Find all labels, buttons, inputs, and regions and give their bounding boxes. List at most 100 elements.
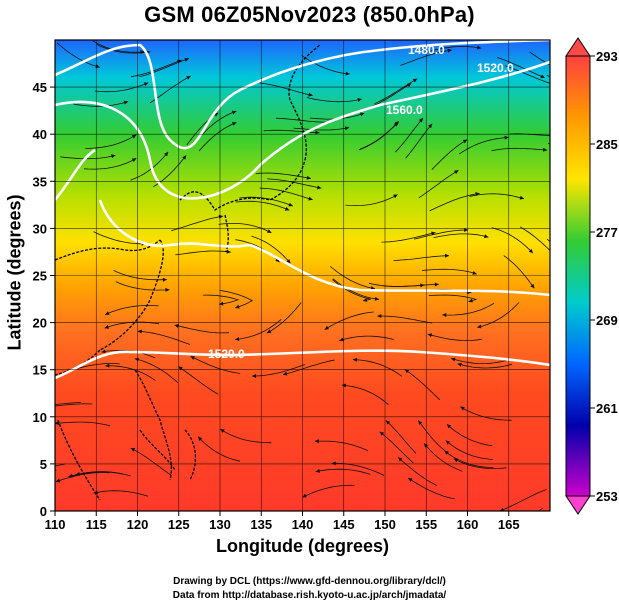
streamline-arrowhead: [101, 349, 106, 354]
streamline: [417, 420, 449, 454]
streamline-arrowhead: [404, 369, 410, 374]
streamline-arrowhead: [427, 333, 433, 338]
streamline: [459, 137, 509, 155]
streamline: [519, 226, 550, 251]
x-tick-label: 115: [86, 517, 107, 532]
streamline-arrowhead: [428, 123, 433, 129]
streamline-arrowhead: [345, 71, 350, 76]
colorbar-bottom-arrow: [565, 495, 591, 515]
streamline: [428, 294, 478, 303]
streamline: [105, 365, 156, 381]
y-tick-label: 35: [33, 174, 47, 189]
streamline: [367, 82, 412, 109]
streamline: [431, 139, 468, 170]
streamline: [377, 315, 433, 324]
x-tick-label: 145: [333, 517, 355, 532]
streamline: [83, 157, 137, 170]
streamline-arrowhead: [267, 229, 272, 233]
streamline-arrowhead: [504, 135, 509, 140]
streamline: [395, 117, 424, 153]
streamline: [429, 193, 480, 212]
contour-label: 1520.0: [477, 61, 514, 75]
streamline: [96, 44, 151, 54]
streamline: [332, 279, 371, 302]
colorbar-tick-label: 277: [596, 225, 618, 240]
streamline: [190, 355, 241, 374]
contour-label: 1520.0: [208, 347, 245, 361]
streamline: [529, 51, 550, 66]
streamline-arrowhead: [105, 311, 110, 315]
streamline-arrowhead: [198, 436, 203, 441]
streamline-arrowhead: [75, 471, 81, 476]
streamline-arrowhead: [162, 277, 167, 282]
streamline-arrowhead: [111, 154, 116, 159]
streamline: [60, 154, 116, 160]
streamline-arrowhead: [266, 329, 272, 334]
streamline: [130, 447, 172, 476]
streamline-arrowhead: [143, 82, 149, 87]
streamline: [302, 484, 355, 498]
streamline-arrowhead: [431, 231, 436, 236]
streamline-arrowhead: [393, 194, 398, 199]
streamline-arrowhead: [317, 185, 322, 190]
streamline-arrowhead: [408, 477, 413, 482]
credit-drawing: Drawing by DCL (https://www.gfd-dennou.o…: [173, 576, 446, 587]
streamline-arrowhead: [468, 298, 473, 303]
streamline: [509, 133, 550, 137]
streamline: [352, 359, 403, 377]
streamline-arrowhead: [131, 158, 137, 162]
streamline: [444, 450, 494, 468]
colorbar-tick-label: 269: [596, 313, 618, 328]
streamline-arrowhead: [324, 325, 330, 330]
streamline: [450, 358, 506, 365]
streamline: [491, 227, 534, 254]
contour-label: 1480.0: [408, 43, 445, 57]
streamline-arrowhead: [412, 78, 418, 83]
streamline: [404, 369, 441, 401]
coastlines: [55, 44, 321, 501]
streamline-arrowhead: [25, 404, 29, 408]
streamline: [235, 200, 290, 211]
streamline-arrowhead: [123, 100, 129, 105]
streamline-arrowhead: [377, 314, 382, 319]
streamline-arrowhead: [398, 457, 403, 462]
streamline: [75, 471, 131, 477]
streamline-arrowhead: [352, 357, 357, 362]
streamline-arrowhead: [314, 439, 319, 444]
streamline-arrowhead: [477, 324, 482, 329]
streamline-arrowhead: [306, 175, 311, 180]
streamline: [499, 489, 547, 511]
streamline: [426, 45, 482, 53]
x-tick-label: 150: [374, 517, 396, 532]
streamline-arrowhead: [418, 420, 423, 425]
y-tick-label: 45: [33, 80, 47, 95]
colorbar-top-arrow: [565, 37, 591, 57]
streamline-arrowhead: [315, 468, 320, 473]
streamline: [259, 82, 313, 96]
streamline: [134, 358, 179, 384]
streamline-arrowhead: [1, 481, 5, 485]
streamline-arrowhead: [543, 147, 548, 152]
streamline: [301, 55, 350, 75]
streamline: [315, 468, 371, 475]
streamline-arrowhead: [131, 134, 137, 139]
streamline: [418, 169, 459, 199]
streamline-arrowhead: [11, 470, 15, 474]
streamline: [197, 110, 237, 140]
y-axis-label: Latitude (degrees): [4, 194, 25, 351]
streamline-arrowhead: [457, 362, 462, 367]
colorbar-tick-label: 285: [596, 137, 618, 152]
streamline: [202, 294, 240, 305]
y-tick-label: 0: [40, 504, 47, 519]
streamline: [469, 193, 525, 200]
streamline-arrowhead: [184, 57, 189, 62]
streamline-arrowhead: [418, 118, 423, 123]
streamline: [413, 229, 469, 240]
streamline: [491, 147, 548, 152]
streamline: [453, 458, 507, 469]
streamline-arrowhead: [190, 356, 195, 360]
streamline-arrowhead: [357, 97, 362, 102]
streamline-arrowhead: [226, 249, 231, 254]
streamline-arrowhead: [282, 371, 288, 376]
